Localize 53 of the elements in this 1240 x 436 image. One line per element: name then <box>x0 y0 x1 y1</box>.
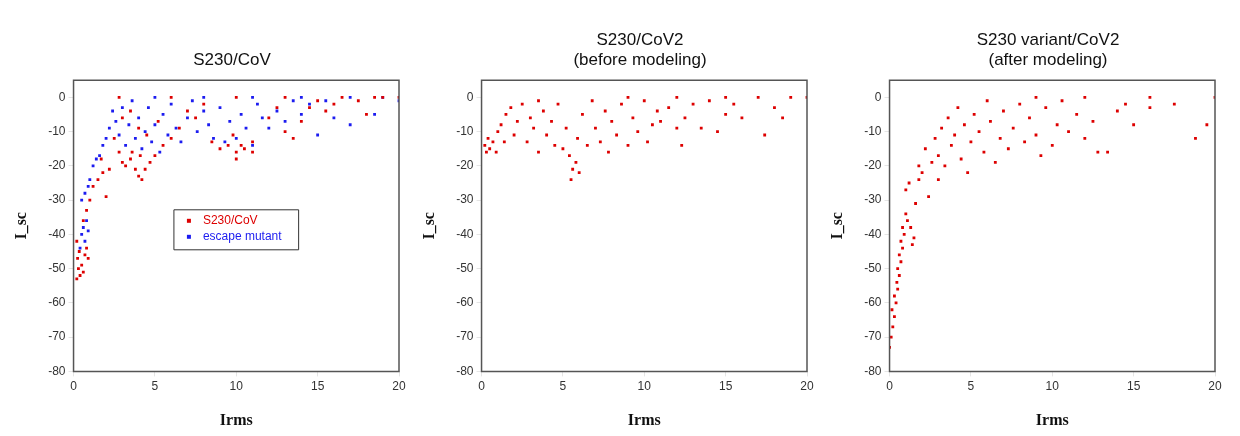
y-tick-label: -40 <box>456 226 474 241</box>
chart-title: S230/CoV2 (before modeling) <box>573 30 707 70</box>
y-tick-label: -60 <box>864 295 882 310</box>
x-tick-label: 20 <box>392 378 406 393</box>
x-tick-label: 0 <box>886 378 894 393</box>
x-tick-label: 0 <box>478 378 486 393</box>
y-tick-label: -40 <box>48 226 66 241</box>
x-axis-title: Irms <box>627 410 661 428</box>
y-tick-label: 0 <box>466 89 474 104</box>
x-tick-label: 15 <box>310 378 325 393</box>
y-axis-title: I_sc <box>419 212 437 240</box>
x-tick-label: 20 <box>800 378 814 393</box>
x-tick-label: 20 <box>1208 378 1222 393</box>
y-tick-label: -70 <box>48 329 66 344</box>
y-tick-label: 0 <box>874 89 882 104</box>
y-tick-label: 0 <box>58 89 66 104</box>
y-tick-label: -50 <box>864 260 882 275</box>
chart-title: S230/CoV <box>193 50 271 70</box>
y-tick-label: -80 <box>864 363 882 378</box>
x-tick-label: 5 <box>967 378 975 393</box>
x-axis-title: Irms <box>219 410 253 428</box>
y-tick-label: -60 <box>456 295 474 310</box>
y-tick-label: -20 <box>864 158 882 173</box>
y-tick-label: -50 <box>456 260 474 275</box>
legend-label: S230/CoV <box>202 213 258 228</box>
y-tick-label: -30 <box>456 192 474 207</box>
y-tick-label: -20 <box>48 158 66 173</box>
y-tick-label: -10 <box>864 123 882 138</box>
x-tick-label: 15 <box>718 378 733 393</box>
y-tick-label: -80 <box>456 363 474 378</box>
x-axis-title: Irms <box>1035 410 1069 428</box>
y-tick-label: -80 <box>48 363 66 378</box>
y-tick-label: -30 <box>48 192 66 207</box>
y-tick-label: -10 <box>48 123 66 138</box>
y-tick-label: -50 <box>48 260 66 275</box>
y-tick-label: -70 <box>864 329 882 344</box>
x-tick-label: 0 <box>70 378 78 393</box>
x-tick-label: 5 <box>559 378 567 393</box>
legend-label: escape mutant <box>202 229 283 244</box>
y-tick-label: -70 <box>456 329 474 344</box>
y-tick-label: -20 <box>456 158 474 173</box>
y-axis-title: I_sc <box>11 212 29 240</box>
y-tick-label: -60 <box>48 295 66 310</box>
x-tick-label: 15 <box>1126 378 1141 393</box>
x-tick-label: 5 <box>151 378 159 393</box>
y-tick-label: -10 <box>456 123 474 138</box>
x-tick-label: 10 <box>637 378 652 393</box>
x-tick-label: 10 <box>229 378 244 393</box>
x-tick-label: 10 <box>1045 378 1060 393</box>
y-tick-label: -40 <box>864 226 882 241</box>
y-axis-title: I_sc <box>827 212 845 240</box>
y-tick-label: -30 <box>864 192 882 207</box>
chart-title: S230 variant/CoV2 (after modeling) <box>976 30 1120 70</box>
